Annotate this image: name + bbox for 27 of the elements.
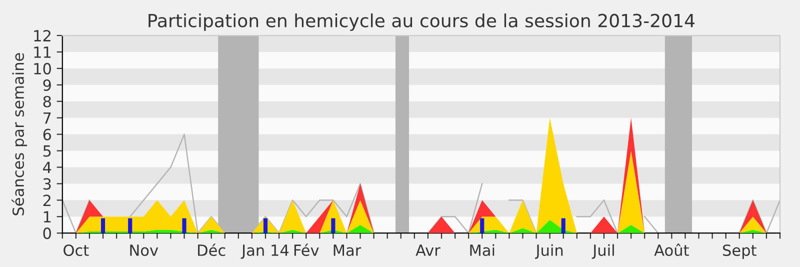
x-tick-label: Fév <box>294 244 319 256</box>
x-tick-label: Juil <box>592 244 614 259</box>
y-tick-label: 2 <box>43 194 50 206</box>
x-tick-label: Août <box>654 244 689 256</box>
x-tick-label: Déc <box>198 244 226 256</box>
y-tick-label: 11 <box>34 46 51 58</box>
y-tick-label: 0 <box>43 228 51 240</box>
x-tick-label: Mai <box>470 244 494 256</box>
y-tick-label: 5 <box>43 145 51 157</box>
y-tick-label: 4 <box>43 162 52 174</box>
x-tick-label: Avr <box>416 244 440 256</box>
y-tick-label: 12 <box>34 30 50 42</box>
y-tick-label: 9 <box>43 79 51 91</box>
y-tick-label: 7 <box>44 112 51 124</box>
x-tick-label: Sept <box>722 244 756 259</box>
y-tick-label: 3 <box>43 178 51 190</box>
chart-title: Participation en hemicycle au cours de la session 2013-2014 <box>148 13 695 31</box>
y-tick-label: 1 <box>44 211 51 222</box>
y-tick-label: 8 <box>43 96 51 108</box>
x-tick-label: Oct <box>64 244 89 256</box>
x-tick-label: Juin <box>534 244 563 259</box>
y-tick-label: 6 <box>43 128 52 140</box>
y-axis-title: Séances par semaine <box>12 53 27 216</box>
x-tick-label: Mar <box>334 244 362 256</box>
x-tick-label: Nov <box>130 244 158 256</box>
x-tick-label: Jan 14 <box>240 244 289 259</box>
y-tick-label: 10 <box>34 62 51 74</box>
